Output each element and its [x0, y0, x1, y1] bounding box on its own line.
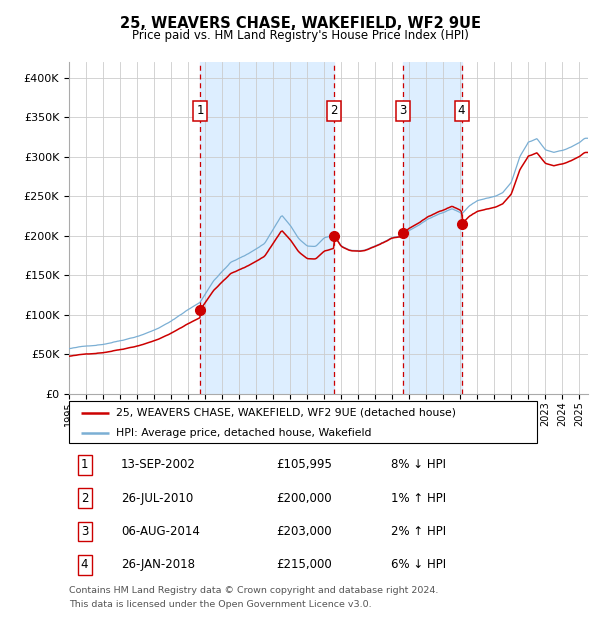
Text: £105,995: £105,995	[277, 458, 332, 471]
Bar	[200, 62, 334, 394]
Text: 3: 3	[399, 104, 406, 117]
Text: 25, WEAVERS CHASE, WAKEFIELD, WF2 9UE (detached house): 25, WEAVERS CHASE, WAKEFIELD, WF2 9UE (d…	[116, 407, 456, 417]
Text: 06-AUG-2014: 06-AUG-2014	[121, 525, 200, 538]
FancyBboxPatch shape	[69, 401, 537, 443]
Text: 8% ↓ HPI: 8% ↓ HPI	[391, 458, 446, 471]
Text: 1: 1	[196, 104, 204, 117]
Text: Price paid vs. HM Land Registry's House Price Index (HPI): Price paid vs. HM Land Registry's House …	[131, 29, 469, 42]
Text: HPI: Average price, detached house, Wakefield: HPI: Average price, detached house, Wake…	[116, 428, 371, 438]
Text: 2: 2	[330, 104, 338, 117]
Text: 13-SEP-2002: 13-SEP-2002	[121, 458, 196, 471]
Text: £215,000: £215,000	[277, 559, 332, 572]
Text: Contains HM Land Registry data © Crown copyright and database right 2024.: Contains HM Land Registry data © Crown c…	[69, 586, 439, 595]
Text: 26-JUL-2010: 26-JUL-2010	[121, 492, 193, 505]
Text: 1% ↑ HPI: 1% ↑ HPI	[391, 492, 446, 505]
Text: 2% ↑ HPI: 2% ↑ HPI	[391, 525, 446, 538]
Text: 3: 3	[81, 525, 88, 538]
Text: £203,000: £203,000	[277, 525, 332, 538]
Bar	[403, 62, 461, 394]
Text: 4: 4	[458, 104, 466, 117]
Text: 4: 4	[81, 559, 88, 572]
Text: 6% ↓ HPI: 6% ↓ HPI	[391, 559, 446, 572]
Text: 2: 2	[81, 492, 88, 505]
Text: 1: 1	[81, 458, 88, 471]
Text: £200,000: £200,000	[277, 492, 332, 505]
Text: 26-JAN-2018: 26-JAN-2018	[121, 559, 195, 572]
Text: 25, WEAVERS CHASE, WAKEFIELD, WF2 9UE: 25, WEAVERS CHASE, WAKEFIELD, WF2 9UE	[119, 16, 481, 30]
Text: This data is licensed under the Open Government Licence v3.0.: This data is licensed under the Open Gov…	[69, 600, 371, 609]
